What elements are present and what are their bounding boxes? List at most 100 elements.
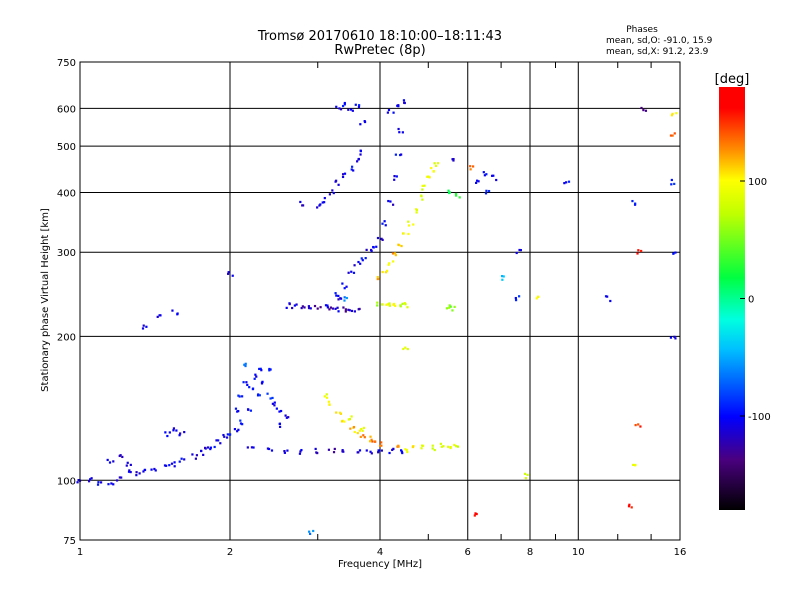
data-point [334, 292, 337, 295]
data-point [168, 431, 171, 434]
data-point [427, 175, 430, 178]
data-point [412, 223, 415, 226]
data-point [634, 202, 637, 205]
data-point [337, 298, 340, 301]
data-point [353, 264, 356, 267]
data-point [347, 108, 350, 111]
data-point [421, 198, 424, 201]
data-point [350, 168, 353, 171]
data-point [644, 109, 648, 112]
data-point [323, 196, 326, 200]
data-point [670, 178, 673, 182]
data-point [397, 444, 400, 447]
data-point [170, 462, 174, 465]
data-point [370, 438, 373, 441]
data-point [518, 248, 521, 252]
data-point [327, 400, 330, 403]
data-point [454, 192, 458, 196]
data-point [335, 294, 338, 297]
data-point [671, 134, 674, 137]
data-point [343, 172, 347, 175]
data-point [243, 363, 246, 366]
data-point [183, 430, 186, 434]
data-point [400, 244, 403, 248]
data-point [472, 165, 475, 168]
data-point [335, 105, 338, 108]
data-point [387, 199, 390, 203]
data-point [514, 296, 517, 300]
data-point [335, 411, 338, 414]
data-point [395, 175, 398, 178]
data-point [634, 464, 637, 467]
data-point [500, 275, 504, 278]
data-point [283, 451, 286, 454]
data-point [456, 445, 460, 448]
data-point [194, 457, 197, 460]
data-point [233, 428, 237, 431]
data-point [338, 107, 341, 110]
data-point [200, 449, 203, 453]
data-point [381, 270, 384, 274]
data-point [115, 479, 119, 482]
data-point [379, 444, 382, 447]
data-point [278, 410, 281, 413]
data-point [300, 306, 303, 310]
data-point [341, 282, 344, 285]
data-point [400, 153, 403, 156]
data-point [357, 105, 361, 109]
data-point [448, 191, 451, 195]
data-point [524, 477, 528, 480]
data-point [249, 409, 253, 412]
axis-ticks: 1 2 4 6 8 10 16 75 100 200 300 400 500 600 750 [57, 58, 686, 558]
data-point [421, 184, 424, 188]
data-point [501, 278, 504, 281]
data-point [241, 423, 244, 426]
data-point [337, 310, 340, 313]
data-point [403, 301, 406, 305]
data-point [640, 249, 643, 253]
data-point [314, 447, 317, 451]
data-point [225, 436, 229, 439]
data-point [298, 452, 302, 455]
data-point [259, 367, 262, 370]
data-point [129, 470, 132, 474]
data-point [284, 414, 287, 417]
data-point [338, 411, 342, 414]
data-point [639, 425, 642, 428]
data-point [129, 463, 132, 466]
data-point [245, 381, 248, 384]
data-point [502, 275, 505, 278]
data-point [142, 470, 145, 473]
data-point [352, 271, 356, 274]
data-point [386, 111, 389, 114]
data-point [307, 305, 311, 308]
data-point [332, 451, 336, 454]
data-point [473, 514, 476, 517]
data-point [223, 435, 226, 438]
data-point [125, 464, 128, 467]
data-point [671, 112, 674, 115]
data-point [392, 260, 395, 263]
data-point [448, 304, 451, 307]
data-point [415, 211, 418, 214]
data-point [517, 295, 521, 298]
x-tick-label: 8 [527, 547, 533, 558]
data-point [436, 162, 440, 165]
data-point [121, 455, 124, 459]
data-point [127, 470, 131, 473]
data-point [483, 174, 486, 177]
data-point [381, 222, 384, 225]
data-point [358, 449, 362, 452]
data-point [387, 108, 391, 112]
data-point [356, 160, 359, 163]
data-point [401, 131, 404, 134]
stats-x-line: mean, sd,X: 91.2, 23.9 [606, 47, 709, 57]
data-point [325, 393, 328, 396]
data-point [327, 448, 331, 451]
data-point [381, 303, 384, 306]
data-point [398, 131, 401, 134]
data-point [388, 262, 391, 265]
data-point [669, 134, 673, 137]
data-point [323, 201, 326, 204]
data-point [447, 445, 450, 448]
